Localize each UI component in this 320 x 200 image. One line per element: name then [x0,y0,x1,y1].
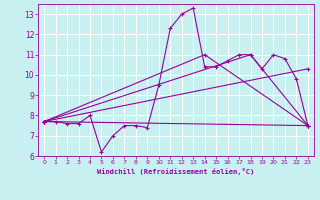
X-axis label: Windchill (Refroidissement éolien,°C): Windchill (Refroidissement éolien,°C) [97,168,255,175]
